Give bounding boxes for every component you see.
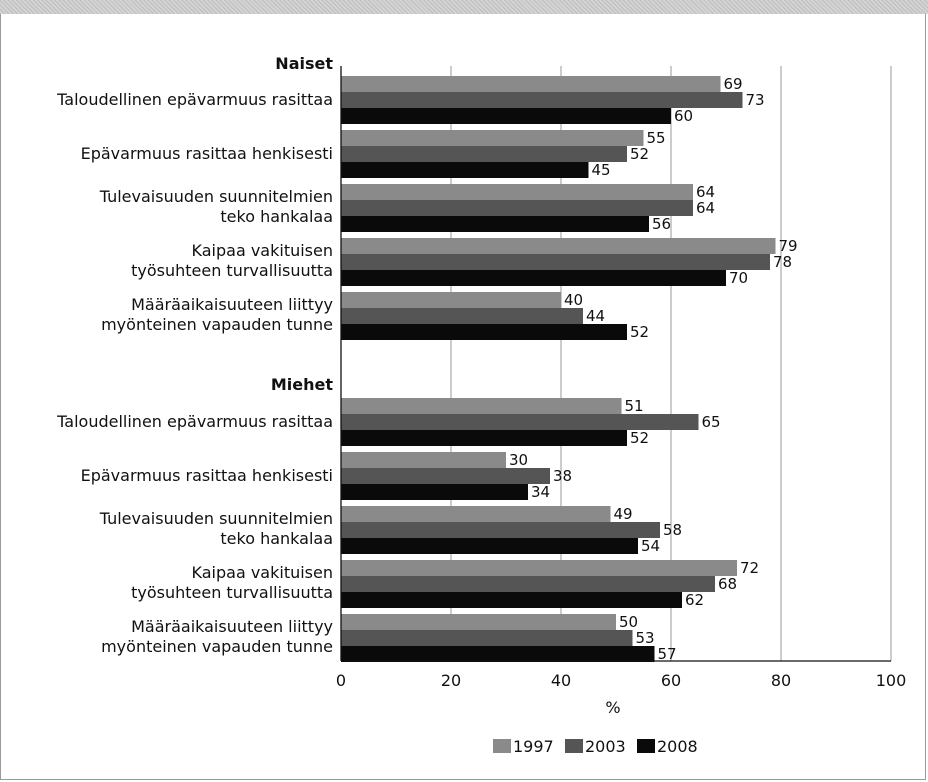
data-label: 60 (674, 107, 693, 125)
data-label: 51 (625, 397, 644, 415)
bar (341, 130, 644, 146)
data-label: 64 (696, 183, 715, 201)
data-label: 49 (614, 505, 633, 523)
bar (341, 292, 561, 308)
x-tick-label: 40 (551, 671, 571, 690)
data-label: 53 (636, 629, 655, 647)
data-label: 52 (630, 323, 649, 341)
bar (341, 468, 550, 484)
bar (341, 560, 737, 576)
bar (341, 108, 671, 124)
data-label: 44 (586, 307, 605, 325)
bar (341, 238, 776, 254)
data-label: 40 (564, 291, 583, 309)
x-axis-label: % (605, 698, 620, 717)
category-label: työsuhteen turvallisuutta (131, 261, 333, 280)
data-label: 58 (663, 521, 682, 539)
bar (341, 576, 715, 592)
x-tick-label: 20 (441, 671, 461, 690)
category-label: Taloudellinen epävarmuus rasittaa (56, 90, 333, 109)
legend-swatch (637, 739, 655, 753)
data-label: 65 (702, 413, 721, 431)
bar (341, 592, 682, 608)
bar (341, 76, 721, 92)
data-label: 34 (531, 483, 550, 501)
chart-frame (0, 14, 926, 780)
bar (341, 270, 726, 286)
bar (341, 452, 506, 468)
category-label: Epävarmuus rasittaa henkisesti (81, 144, 333, 163)
category-label: Määräaikaisuuteen liittyy (131, 617, 333, 636)
category-label: työsuhteen turvallisuutta (131, 583, 333, 602)
data-label: 69 (724, 75, 743, 93)
bar (341, 630, 633, 646)
data-label: 30 (509, 451, 528, 469)
bar (341, 254, 770, 270)
bar (341, 92, 743, 108)
x-tick-label: 60 (661, 671, 681, 690)
bar (341, 308, 583, 324)
data-label: 72 (740, 559, 759, 577)
x-tick-label: 0 (336, 671, 346, 690)
category-label: Tulevaisuuden suunnitelmien (99, 187, 333, 206)
data-label: 52 (630, 145, 649, 163)
category-label: teko hankalaa (220, 529, 333, 548)
data-label: 68 (718, 575, 737, 593)
data-label: 62 (685, 591, 704, 609)
data-label: 50 (619, 613, 638, 631)
data-label: 54 (641, 537, 660, 555)
x-tick-label: 80 (771, 671, 791, 690)
legend-label: 2003 (585, 737, 626, 756)
category-label: Epävarmuus rasittaa henkisesti (81, 466, 333, 485)
category-label: myönteinen vapauden tunne (101, 637, 333, 656)
category-label: Kaipaa vakituisen (192, 241, 333, 260)
data-label: 78 (773, 253, 792, 271)
category-label: myönteinen vapauden tunne (101, 315, 333, 334)
bar (341, 146, 627, 162)
category-label: Kaipaa vakituisen (192, 563, 333, 582)
bar (341, 430, 627, 446)
category-label: Taloudellinen epävarmuus rasittaa (56, 412, 333, 431)
bar (341, 484, 528, 500)
bar (341, 522, 660, 538)
data-label: 73 (746, 91, 765, 109)
bar (341, 216, 649, 232)
bar (341, 200, 693, 216)
bar (341, 506, 611, 522)
data-label: 38 (553, 467, 572, 485)
category-label: Määräaikaisuuteen liittyy (131, 295, 333, 314)
bar (341, 398, 622, 414)
bar (341, 538, 638, 554)
category-label: teko hankalaa (220, 207, 333, 226)
legend-swatch (565, 739, 583, 753)
legend-label: 2008 (657, 737, 698, 756)
data-label: 70 (729, 269, 748, 287)
bar (341, 162, 589, 178)
data-label: 56 (652, 215, 671, 233)
data-label: 79 (779, 237, 798, 255)
legend-swatch (493, 739, 511, 753)
bar (341, 414, 699, 430)
data-label: 45 (592, 161, 611, 179)
bar (341, 324, 627, 340)
x-tick-label: 100 (876, 671, 907, 690)
bar (341, 184, 693, 200)
group-title: Miehet (271, 375, 334, 394)
category-label: Tulevaisuuden suunnitelmien (99, 509, 333, 528)
legend-label: 1997 (513, 737, 554, 756)
group-title: Naiset (275, 54, 333, 73)
data-label: 64 (696, 199, 715, 217)
data-label: 57 (658, 645, 677, 663)
bar (341, 614, 616, 630)
bar (341, 646, 655, 662)
top-decorative-band (0, 0, 928, 14)
data-label: 52 (630, 429, 649, 447)
data-label: 55 (647, 129, 666, 147)
